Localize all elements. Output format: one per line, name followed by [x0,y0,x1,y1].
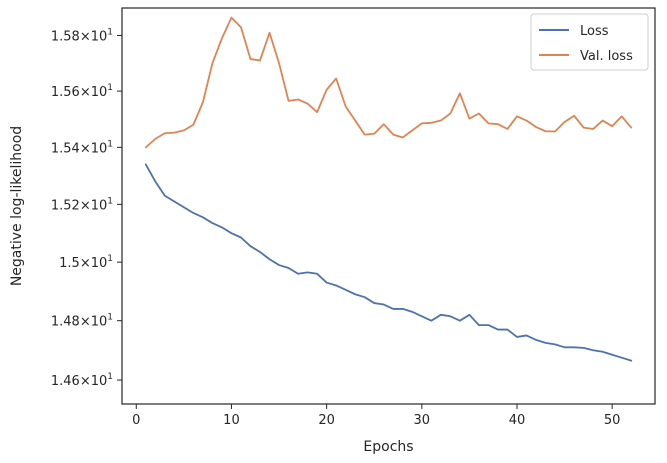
x-tick-label: 40 [509,413,526,428]
series-line-loss [144,163,633,362]
legend-label-loss: Loss [580,24,609,39]
x-tick-label: 10 [223,413,240,428]
x-tick-label: 50 [604,413,621,428]
y-tick-label: 1.54×101 [51,139,113,156]
x-axis: 0 10 20 30 40 50 [132,404,620,428]
x-axis-label: Epochs [363,439,413,455]
y-axis-label: Negative log-likelihood [9,126,25,286]
y-tick-label: 1.46×101 [51,372,113,389]
x-tick-label: 0 [132,413,140,428]
y-tick-label: 1.5×101 [59,254,113,271]
legend: Loss Val. loss [530,13,649,71]
legend-label-val-loss: Val. loss [580,49,633,64]
y-tick-label: 1.48×101 [51,313,113,330]
y-axis: 1.46×101 1.48×101 1.5×101 1.52×101 1.54×101 1… [51,28,122,389]
series-line-val-loss [144,16,633,149]
y-tick-label: 1.58×101 [51,28,113,45]
x-tick-label: 20 [318,413,335,428]
series-group [144,16,633,362]
x-tick-label: 30 [414,413,431,428]
y-tick-label: 1.52×101 [51,196,113,213]
plot-area [121,7,656,405]
y-tick-label: 1.56×101 [51,83,113,100]
